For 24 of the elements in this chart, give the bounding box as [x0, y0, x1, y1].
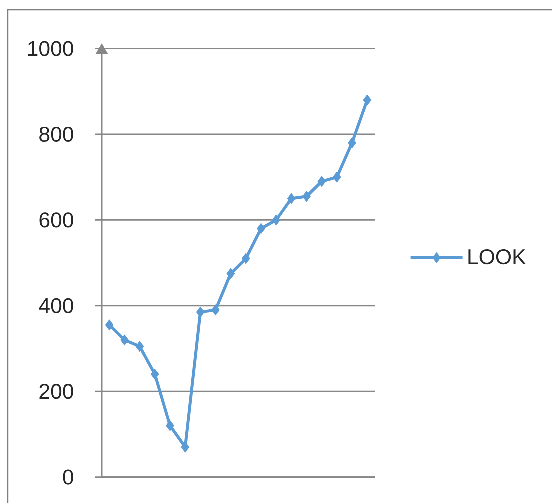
point	[226, 268, 236, 280]
point	[272, 214, 281, 226]
point	[166, 420, 174, 432]
point	[196, 306, 205, 318]
point	[150, 369, 160, 380]
y-tick-label: 600	[40, 212, 74, 228]
legend-label: LOOK	[468, 249, 526, 265]
y-tick-label: 200	[40, 384, 74, 400]
point	[242, 253, 250, 264]
point	[332, 172, 342, 183]
point	[348, 138, 356, 148]
point	[257, 223, 266, 234]
point	[302, 191, 311, 202]
point	[120, 334, 129, 346]
point	[287, 193, 296, 204]
y-tick-label: 800	[40, 126, 74, 142]
y-tick-label: 400	[39, 298, 74, 314]
point	[212, 304, 220, 316]
point	[318, 176, 326, 188]
point	[105, 320, 114, 331]
point	[136, 341, 144, 352]
y-tick-label: 1000	[28, 41, 74, 56]
y-tick-label: 0	[63, 470, 74, 485]
point	[363, 94, 372, 106]
